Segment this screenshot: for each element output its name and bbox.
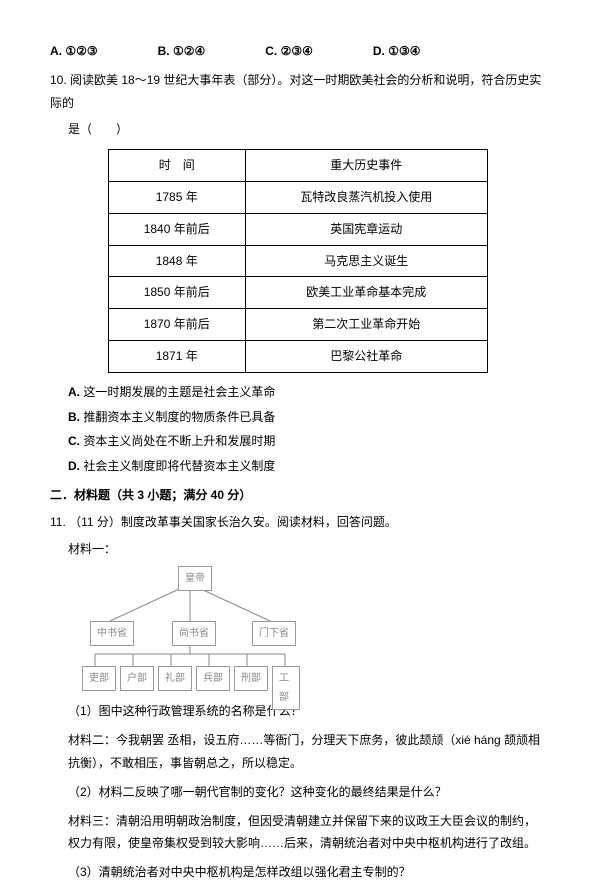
table-row: 1840 年前后英国宪章运动 <box>108 213 487 245</box>
table-row: 1785 年瓦特改良蒸汽机投入使用 <box>108 181 487 213</box>
q10-line1: 阅读欧美 18～19 世纪大事年表（部分）。对这一时期欧美社会的分析和说明，符合… <box>50 73 541 110</box>
cell: 1850 年前后 <box>108 277 245 309</box>
text: 资本主义尚处在不断上升和发展时期 <box>83 434 275 448</box>
th-event: 重大历史事件 <box>245 150 487 182</box>
node-mid: 中书省 <box>90 621 134 646</box>
node-bottom: 礼部 <box>158 666 192 691</box>
q11-m2: 材料二：今我朝罢 丞相，设五府……等衙门，分理天下庶务，彼此颉颃（xié hán… <box>68 729 545 775</box>
cell: 英国宪章运动 <box>245 213 487 245</box>
q11-m3: 材料三：清朝沿用明朝政治制度，但因受清朝建立并保留下来的议政王大臣会议的制约，权… <box>68 810 545 856</box>
text: 推翻资本主义制度的物质条件已具备 <box>83 410 275 424</box>
letter: D. <box>373 44 385 58</box>
q10-opt-c: C. 资本主义尚处在不断上升和发展时期 <box>68 430 545 453</box>
cell: 巴黎公社革命 <box>245 340 487 372</box>
letter: A. <box>68 385 80 399</box>
q10-table: 时 间 重大历史事件 1785 年瓦特改良蒸汽机投入使用 1840 年前后英国宪… <box>108 149 488 373</box>
q10-opt-a: A. 这一时期发展的主题是社会主义革命 <box>68 381 545 404</box>
text: 社会主义制度即将代替资本主义制度 <box>83 459 275 473</box>
cell: 瓦特改良蒸汽机投入使用 <box>245 181 487 213</box>
node-mid: 尚书省 <box>172 621 216 646</box>
q10-line2: 是（ ） <box>68 118 545 141</box>
table-row: 1850 年前后欧美工业革命基本完成 <box>108 277 487 309</box>
table-row: 1871 年巴黎公社革命 <box>108 340 487 372</box>
m1-label: 材料一： <box>68 538 545 561</box>
q10-opt-d: D. 社会主义制度即将代替资本主义制度 <box>68 455 545 478</box>
text: 这一时期发展的主题是社会主义革命 <box>83 385 275 399</box>
letter: C. <box>68 434 80 448</box>
q9-opt-d: D. ①③④ <box>373 40 421 63</box>
node-bottom: 户部 <box>120 666 154 691</box>
node-mid: 门下省 <box>252 621 296 646</box>
q10-stem: 10. 阅读欧美 18～19 世纪大事年表（部分）。对这一时期欧美社会的分析和说… <box>50 69 545 115</box>
table-row: 时 间 重大历史事件 <box>108 150 487 182</box>
cell: 1785 年 <box>108 181 245 213</box>
cell: 欧美工业革命基本完成 <box>245 277 487 309</box>
cell: 1848 年 <box>108 245 245 277</box>
q9-opt-a: A. ①②③ <box>50 40 98 63</box>
cell: 1840 年前后 <box>108 213 245 245</box>
cell: 第二次工业革命开始 <box>245 309 487 341</box>
letter: A. <box>50 44 62 58</box>
node-bottom: 工部 <box>272 666 300 710</box>
q9-opt-b: B. ①②④ <box>158 40 206 63</box>
letter: D. <box>68 459 80 473</box>
text: ①③④ <box>388 44 420 58</box>
node-top: 皇帝 <box>178 566 212 591</box>
node-bottom: 吏部 <box>82 666 116 691</box>
q10-number: 10. <box>50 73 67 87</box>
cell: 1870 年前后 <box>108 309 245 341</box>
q11-stem: 11. （11 分）制度改革事关国家长治久安。阅读材料，回答问题。 <box>50 511 545 534</box>
q11-number: 11. <box>50 515 66 529</box>
q9-options: A. ①②③ B. ①②④ C. ②③④ D. ①③④ <box>50 40 545 63</box>
text: ①②④ <box>173 44 205 58</box>
th-time: 时 间 <box>108 150 245 182</box>
cell: 1871 年 <box>108 340 245 372</box>
q9-opt-c: C. ②③④ <box>265 40 313 63</box>
letter: B. <box>68 410 80 424</box>
q11-stem-text: （11 分）制度改革事关国家长治久安。阅读材料，回答问题。 <box>69 515 397 529</box>
text: ①②③ <box>65 44 97 58</box>
node-bottom: 刑部 <box>234 666 268 691</box>
q11-sub3: （3）清朝统治者对中央中枢机构是怎样改组以强化君主专制的？ <box>68 861 545 884</box>
table-row: 1848 年马克思主义诞生 <box>108 245 487 277</box>
text: ②③④ <box>281 44 313 58</box>
section2-title: 二．材料题（共 3 小题；满分 40 分） <box>50 484 545 507</box>
letter: C. <box>265 44 277 58</box>
letter: B. <box>158 44 170 58</box>
cell: 马克思主义诞生 <box>245 245 487 277</box>
org-diagram: 皇帝 中书省 尚书省 门下省 吏部 户部 礼部 兵部 刑部 工部 <box>80 566 300 696</box>
q11-sub1: （1）图中这种行政管理系统的名称是什么？ <box>68 700 545 723</box>
node-bottom: 兵部 <box>196 666 230 691</box>
q11-sub2: （2）材料二反映了哪一朝代官制的变化？这种变化的最终结果是什么？ <box>68 781 545 804</box>
table-row: 1870 年前后第二次工业革命开始 <box>108 309 487 341</box>
q10-opt-b: B. 推翻资本主义制度的物质条件已具备 <box>68 406 545 429</box>
